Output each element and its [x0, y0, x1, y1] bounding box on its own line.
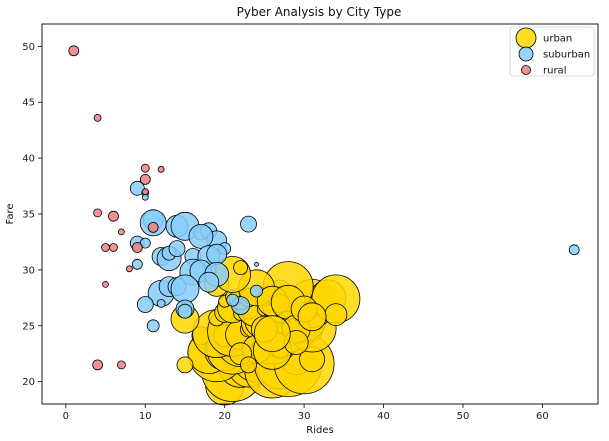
y-tick-label-25: 25 — [22, 321, 35, 332]
x-tick-label-10: 10 — [139, 411, 152, 422]
point-suburban-23 — [131, 258, 143, 270]
x-tick-label-50: 50 — [457, 411, 470, 422]
point-rural-13 — [125, 265, 133, 273]
point-suburban-35 — [177, 303, 193, 319]
point-suburban-36 — [146, 319, 160, 333]
point-urban-76 — [176, 356, 194, 374]
x-tick-label-0: 0 — [63, 411, 69, 422]
x-axis-label: Rides — [306, 425, 333, 436]
point-urban-81 — [253, 315, 291, 353]
legend-label-rural: rural — [543, 66, 566, 77]
point-suburban-33 — [156, 298, 166, 308]
point-suburban-0 — [568, 244, 580, 256]
point-suburban-22 — [206, 243, 228, 265]
legend: urban suburban rural — [509, 26, 595, 77]
point-rural-11 — [109, 243, 118, 252]
legend-marker-suburban — [518, 46, 534, 62]
legend-marker-urban — [515, 27, 537, 49]
point-rural-10 — [101, 243, 110, 252]
x-tick-label-30: 30 — [298, 411, 311, 422]
y-tick-label-30: 30 — [22, 265, 35, 276]
y-axis: 20 25 30 35 40 45 50 — [22, 42, 42, 388]
point-suburban-12 — [240, 215, 257, 233]
point-suburban-39 — [250, 284, 263, 298]
point-rural-2 — [140, 163, 150, 173]
y-tick-label-50: 50 — [22, 42, 35, 53]
point-rural-3 — [157, 165, 165, 173]
point-suburban-20 — [188, 223, 214, 249]
point-suburban-1 — [129, 180, 145, 196]
point-suburban-18 — [168, 240, 186, 258]
point-rural-9 — [118, 228, 125, 236]
point-urban-69 — [233, 260, 249, 276]
y-tick-label-45: 45 — [22, 98, 35, 109]
x-tick-label-20: 20 — [218, 411, 231, 422]
point-urban-83 — [297, 302, 327, 332]
point-rural-5 — [141, 188, 149, 196]
point-rural-8 — [147, 221, 159, 233]
point-rural-14 — [102, 280, 109, 288]
legend-label-urban: urban — [543, 34, 572, 45]
point-urban-57 — [324, 303, 348, 327]
plot-area — [68, 45, 580, 406]
point-rural-15 — [92, 359, 103, 371]
point-suburban-38 — [226, 293, 240, 307]
point-rural-12 — [131, 242, 143, 253]
point-rural-4 — [139, 173, 151, 185]
x-tick-label-60: 60 — [536, 411, 549, 422]
x-axis: 0 10 20 30 40 50 60 — [63, 404, 549, 422]
legend-marker-rural — [521, 65, 531, 75]
y-tick-label-40: 40 — [22, 154, 35, 165]
point-suburban-32 — [136, 296, 154, 313]
y-tick-label-20: 20 — [22, 377, 35, 388]
x-tick-label-40: 40 — [377, 411, 390, 422]
point-suburban-30 — [170, 274, 200, 304]
point-urban-84 — [240, 356, 257, 374]
point-suburban-40 — [254, 261, 259, 267]
chart-title: Pyber Analysis by City Type — [237, 5, 402, 19]
point-suburban-31 — [198, 271, 220, 293]
point-suburban-3 — [141, 193, 149, 201]
y-tick-label-35: 35 — [22, 210, 35, 221]
point-rural-1 — [93, 114, 102, 122]
point-rural-6 — [93, 208, 102, 218]
point-rural-7 — [108, 210, 119, 222]
point-rural-0 — [68, 45, 80, 57]
legend-label-suburban: suburban — [543, 50, 590, 61]
y-axis-label: Fare — [5, 203, 16, 224]
point-rural-16 — [117, 360, 126, 370]
